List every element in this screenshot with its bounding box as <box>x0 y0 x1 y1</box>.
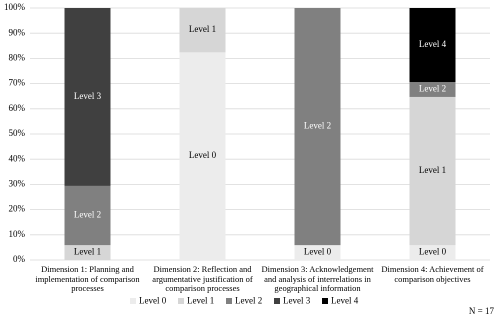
bar-segment <box>409 245 456 260</box>
x-tick-label: Dimension 2: Reflection and argumentativ… <box>152 264 253 293</box>
y-tick-label: 40% <box>9 153 26 163</box>
segment-label: Level 4 <box>419 39 447 49</box>
bar-segment <box>179 8 226 53</box>
y-tick-label: 70% <box>9 78 26 88</box>
y-tick-label: 80% <box>9 52 26 62</box>
legend-swatch <box>274 298 280 304</box>
bar-segment <box>294 8 341 246</box>
x-tick-label: Dimension 3: Acknowledgement and analysi… <box>261 264 374 293</box>
legend-label: Level 3 <box>283 296 311 306</box>
bar-segment <box>294 245 341 260</box>
legend-label: Level 4 <box>331 296 359 306</box>
segment-label: Level 3 <box>74 91 102 101</box>
legend-swatch <box>178 298 184 304</box>
y-tick-label: 20% <box>9 204 26 214</box>
x-tick-label: Dimension 4: Achievement of comparison o… <box>381 264 484 284</box>
y-tick-label: 30% <box>9 178 26 188</box>
legend-label: Level 1 <box>187 296 214 306</box>
x-tick-label: Dimension 1: Planning and implementation… <box>35 264 140 293</box>
legend-label: Level 2 <box>235 296 262 306</box>
y-tick-label: 0% <box>13 254 26 264</box>
annotation: N = 17 <box>469 306 495 316</box>
segment-label: Level 1 <box>419 165 446 175</box>
legend-label: Level 0 <box>139 296 167 306</box>
bar-segment <box>179 52 226 260</box>
bar-segment <box>64 245 111 260</box>
bar-segment <box>64 8 111 186</box>
segment-label: Level 2 <box>304 121 331 131</box>
segment-label: Level 2 <box>74 210 101 220</box>
bar-segment <box>409 82 456 97</box>
segment-label: Level 1 <box>189 24 216 34</box>
bar-segment <box>64 185 111 246</box>
segment-label: Level 0 <box>419 247 447 257</box>
y-tick-label: 50% <box>9 128 26 138</box>
bar-segment <box>409 96 456 246</box>
segment-label: Level 0 <box>189 150 217 160</box>
legend-swatch <box>130 298 136 304</box>
y-tick-label: 100% <box>4 2 26 12</box>
segment-label: Level 0 <box>304 247 332 257</box>
segment-label: Level 1 <box>74 247 101 257</box>
segment-label: Level 2 <box>419 84 446 94</box>
y-tick-label: 90% <box>9 27 26 37</box>
legend-swatch <box>322 298 328 304</box>
y-tick-label: 10% <box>9 229 26 239</box>
legend-swatch <box>226 298 232 304</box>
y-tick-label: 60% <box>9 103 26 113</box>
bar-segment <box>409 8 456 83</box>
